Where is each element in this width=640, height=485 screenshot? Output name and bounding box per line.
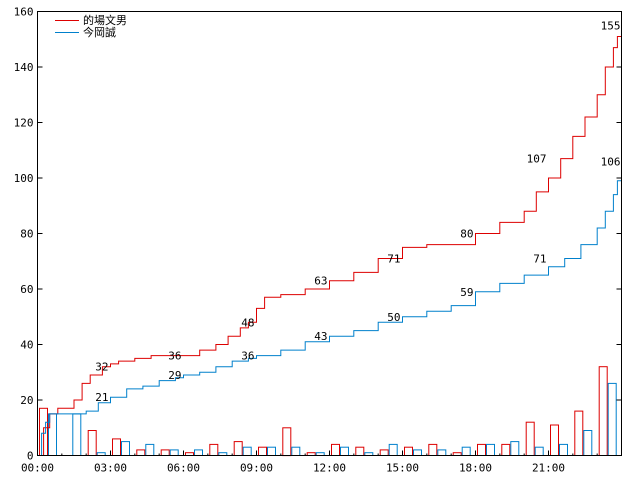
bar-series-1 bbox=[258, 446, 267, 457]
bar-series-2 bbox=[169, 449, 179, 456]
data-label-series-2: 43 bbox=[314, 330, 327, 343]
bar-series-1 bbox=[112, 438, 121, 456]
bar-series-1 bbox=[501, 443, 511, 456]
x-tick-label: 03:00 bbox=[94, 462, 127, 475]
bar-series-1 bbox=[379, 449, 389, 456]
bar-series-2 bbox=[145, 443, 155, 456]
plot-frame bbox=[37, 11, 622, 456]
y-tick-label: 40 bbox=[20, 339, 33, 352]
bar-series-2 bbox=[267, 446, 276, 457]
y-tick-label: 100 bbox=[14, 172, 34, 185]
line-series-1 bbox=[37, 25, 622, 456]
x-tick-label: 21:00 bbox=[532, 462, 565, 475]
x-tick-label: 15:00 bbox=[386, 462, 419, 475]
y-tick-label: 80 bbox=[20, 228, 33, 241]
bar-series-1 bbox=[428, 443, 438, 456]
data-label-series-1: 155 bbox=[601, 19, 621, 32]
bar-series-2 bbox=[72, 413, 82, 456]
bar-series-2 bbox=[486, 443, 495, 456]
bar-series-1 bbox=[355, 446, 365, 457]
data-label-series-2: 106 bbox=[601, 155, 621, 168]
bar-series-1 bbox=[160, 449, 170, 456]
bar-series-2 bbox=[583, 430, 593, 456]
data-label-series-2: 59 bbox=[460, 286, 473, 299]
bar-series-1 bbox=[550, 424, 559, 456]
bar-series-1 bbox=[282, 427, 292, 457]
x-tick-label: 18:00 bbox=[459, 462, 492, 475]
y-tick-label: 20 bbox=[20, 394, 33, 407]
line-series-2 bbox=[37, 161, 622, 456]
bar-series-1 bbox=[209, 443, 219, 456]
bar-series-1 bbox=[525, 421, 535, 457]
bar-series-2 bbox=[534, 446, 544, 457]
x-tick-label: 12:00 bbox=[313, 462, 346, 475]
bar-series-1 bbox=[598, 366, 608, 457]
bar-series-1 bbox=[574, 410, 584, 457]
bar-series-2 bbox=[291, 446, 301, 457]
legend: 的場文男 今岡誠 bbox=[55, 13, 127, 39]
bar-series-2 bbox=[437, 449, 447, 456]
y-tick-label: 0 bbox=[27, 450, 34, 463]
bar-series-1 bbox=[233, 441, 243, 457]
bar-series-2 bbox=[413, 449, 422, 456]
x-tick-label: 06:00 bbox=[167, 462, 200, 475]
bar-series-2 bbox=[194, 449, 203, 456]
bar-series-2 bbox=[388, 443, 398, 456]
bar-series-2 bbox=[242, 446, 252, 457]
data-label-series-1: 48 bbox=[241, 316, 254, 329]
bar-series-1 bbox=[331, 443, 340, 456]
legend-label-series-1: 的場文男 bbox=[83, 13, 127, 27]
bar-series-2 bbox=[607, 382, 617, 456]
x-tick-label: 09:00 bbox=[240, 462, 273, 475]
bar-series-2 bbox=[461, 446, 471, 457]
data-label-series-1: 71 bbox=[387, 252, 400, 265]
data-label-series-1: 80 bbox=[460, 228, 473, 241]
x-tick-label: 00:00 bbox=[21, 462, 54, 475]
bar-series-2 bbox=[559, 443, 568, 456]
bar-series-2 bbox=[121, 441, 130, 457]
data-label-series-2: 50 bbox=[387, 311, 400, 324]
y-tick-label: 60 bbox=[20, 283, 33, 296]
bar-series-1 bbox=[136, 449, 146, 456]
data-label-series-2: 36 bbox=[241, 350, 254, 363]
bar-series-1 bbox=[87, 430, 97, 456]
data-label-series-2: 21 bbox=[95, 391, 108, 404]
data-label-series-1: 107 bbox=[527, 153, 547, 166]
data-label-series-1: 63 bbox=[314, 275, 327, 288]
bar-series-1 bbox=[477, 443, 486, 456]
legend-label-series-2: 今岡誠 bbox=[83, 25, 116, 39]
data-label-series-1: 36 bbox=[168, 350, 181, 363]
data-label-series-2: 29 bbox=[168, 369, 181, 382]
bar-series-1 bbox=[404, 446, 413, 457]
y-tick-label: 120 bbox=[14, 117, 34, 130]
bar-series-2 bbox=[340, 446, 349, 457]
bar-series-2 bbox=[510, 441, 520, 457]
y-tick-label: 160 bbox=[14, 6, 34, 19]
y-tick-label: 140 bbox=[14, 61, 34, 74]
data-label-series-1: 32 bbox=[95, 361, 108, 374]
data-label-series-2: 71 bbox=[533, 252, 546, 265]
